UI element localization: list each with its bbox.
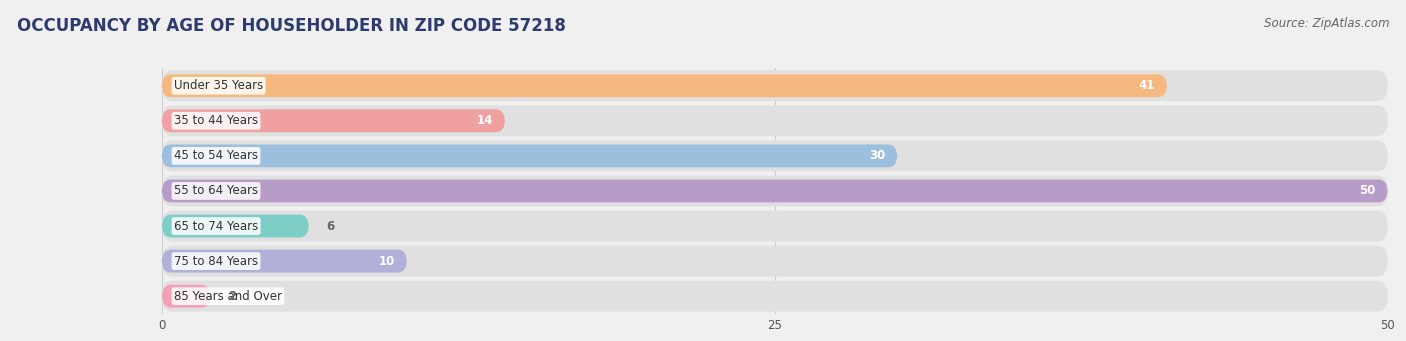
Text: 10: 10 xyxy=(378,255,395,268)
FancyBboxPatch shape xyxy=(162,176,1388,206)
Text: 6: 6 xyxy=(326,220,335,233)
FancyBboxPatch shape xyxy=(162,281,1388,312)
FancyBboxPatch shape xyxy=(162,109,505,132)
FancyBboxPatch shape xyxy=(162,250,406,272)
Text: 55 to 64 Years: 55 to 64 Years xyxy=(174,184,259,197)
FancyBboxPatch shape xyxy=(162,145,897,167)
Text: 75 to 84 Years: 75 to 84 Years xyxy=(174,255,259,268)
Text: 85 Years and Over: 85 Years and Over xyxy=(174,290,283,303)
FancyBboxPatch shape xyxy=(162,105,1388,136)
Text: 35 to 44 Years: 35 to 44 Years xyxy=(174,114,259,127)
Text: 30: 30 xyxy=(869,149,884,162)
Text: Under 35 Years: Under 35 Years xyxy=(174,79,263,92)
FancyBboxPatch shape xyxy=(162,214,309,237)
FancyBboxPatch shape xyxy=(162,246,1388,277)
FancyBboxPatch shape xyxy=(162,211,1388,241)
FancyBboxPatch shape xyxy=(162,74,1167,97)
FancyBboxPatch shape xyxy=(162,70,1388,101)
Text: 45 to 54 Years: 45 to 54 Years xyxy=(174,149,259,162)
Text: 65 to 74 Years: 65 to 74 Years xyxy=(174,220,259,233)
Text: OCCUPANCY BY AGE OF HOUSEHOLDER IN ZIP CODE 57218: OCCUPANCY BY AGE OF HOUSEHOLDER IN ZIP C… xyxy=(17,17,565,35)
Text: 2: 2 xyxy=(228,290,236,303)
Text: 41: 41 xyxy=(1139,79,1154,92)
Text: 14: 14 xyxy=(477,114,492,127)
FancyBboxPatch shape xyxy=(162,180,1388,202)
FancyBboxPatch shape xyxy=(162,140,1388,171)
FancyBboxPatch shape xyxy=(162,285,211,308)
Text: Source: ZipAtlas.com: Source: ZipAtlas.com xyxy=(1264,17,1389,30)
Text: 50: 50 xyxy=(1360,184,1375,197)
